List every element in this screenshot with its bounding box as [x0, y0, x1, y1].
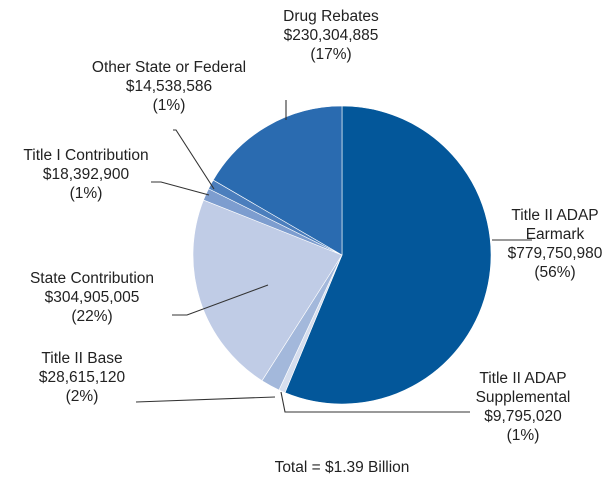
- leaders-layer: [135, 100, 532, 413]
- pie-slice-t2-earmark: [284, 105, 492, 405]
- leader-line-t2-base: [135, 396, 276, 403]
- leader-line-other: [173, 129, 215, 190]
- leader-line-t1: [151, 181, 210, 196]
- slice-label-line: State Contribution: [30, 270, 154, 287]
- slices-layer: [192, 105, 492, 405]
- slice-label-line: (1%): [153, 97, 186, 114]
- total-footnote: Total = $1.39 Billion: [275, 459, 410, 476]
- slice-label-state: State Contribution $304,905,005 (22%): [30, 270, 154, 325]
- slice-label-other: Other State or Federal $14,538,586 (1%): [92, 59, 246, 114]
- slice-label-line: $14,538,586: [126, 78, 212, 95]
- slice-label-line: $304,905,005: [45, 289, 140, 306]
- slice-label-line: (2%): [66, 388, 99, 405]
- slice-label-line: $18,392,900: [43, 166, 130, 183]
- slice-label-line: Title II Base: [41, 350, 122, 367]
- pie-slice-state: [192, 199, 343, 382]
- slice-label-t2-base: Title II Base $28,615,120 (2%): [39, 350, 126, 405]
- slice-label-line: (17%): [310, 46, 351, 63]
- slice-label-line: Supplemental: [476, 389, 571, 406]
- slice-label-line: (22%): [71, 308, 112, 325]
- slice-label-t1: Title I Contribution $18,392,900 (1%): [23, 147, 148, 202]
- slice-label-line: $779,750,980: [508, 245, 603, 262]
- slice-label-line: Other State or Federal: [92, 59, 246, 76]
- slice-label-line: (56%): [534, 264, 575, 281]
- slice-label-line: Title II ADAP: [479, 370, 566, 387]
- slice-label-line: $9,795,020: [484, 408, 562, 425]
- slice-label-drug-rebates: Drug Rebates $230,304,885 (17%): [283, 8, 379, 63]
- pie-slice-drug-rebates: [212, 105, 343, 256]
- leader-line-state: [172, 284, 269, 316]
- slice-label-line: (1%): [507, 427, 540, 444]
- slice-label-line: Title II ADAP: [511, 207, 598, 224]
- slice-label-line: Earmark: [526, 226, 585, 243]
- slice-label-t2-earmark: Title II ADAP Earmark $779,750,980 (56%): [508, 207, 603, 281]
- slice-label-line: Drug Rebates: [283, 8, 379, 25]
- slice-label-line: Title I Contribution: [23, 147, 148, 164]
- slice-label-line: $28,615,120: [39, 369, 126, 386]
- labels-layer: Title II ADAP Earmark $779,750,980 (56%)Tit…: [23, 8, 602, 444]
- slice-label-line: (1%): [70, 185, 103, 202]
- leader-line-t2-supplemental: [280, 391, 470, 413]
- slice-label-line: $230,304,885: [284, 27, 379, 44]
- slice-label-t2-supplemental: Title II ADAP Supplemental $9,795,020 (1%): [476, 370, 571, 444]
